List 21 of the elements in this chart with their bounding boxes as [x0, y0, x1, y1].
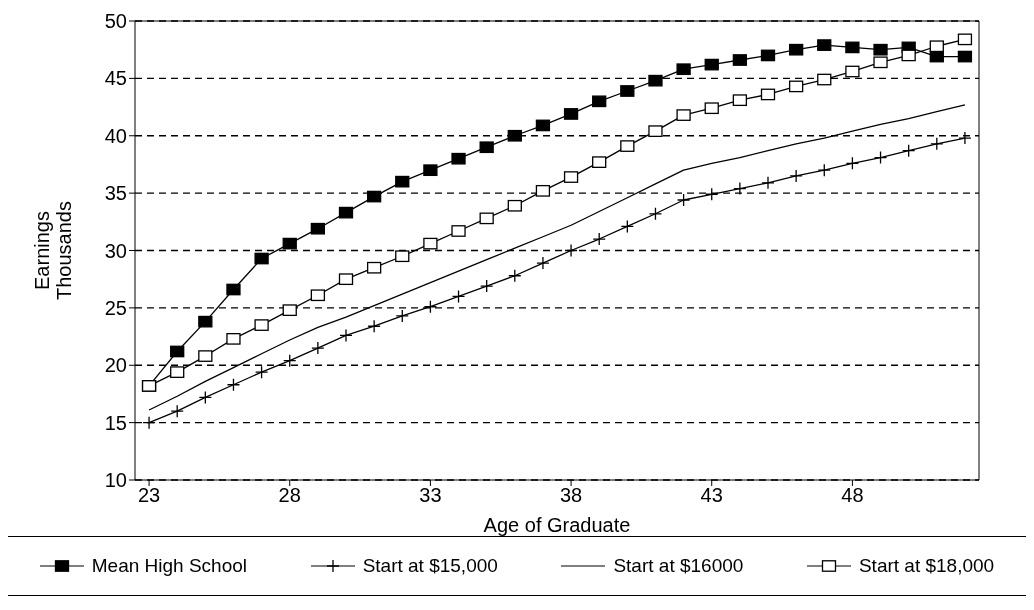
- y-tick-label: 45: [104, 67, 127, 90]
- x-tick-label: 23: [137, 484, 161, 507]
- y-tick-label: 35: [104, 182, 127, 205]
- legend-label: Start at $15,000: [362, 555, 498, 577]
- y-tick-label: 25: [104, 296, 127, 319]
- y-tick-label: 40: [104, 124, 127, 147]
- x-tick-label: 43: [700, 484, 723, 507]
- legend-label: Start at $18,000: [858, 555, 995, 577]
- x-axis-title: Age of Graduate: [483, 514, 631, 536]
- y-tick-label: 30: [104, 239, 127, 262]
- y-tick-label: 50: [104, 10, 127, 33]
- y-axis-title: Earnings Thousands: [31, 201, 75, 300]
- y-tick-label: 20: [104, 354, 127, 377]
- y-tick-label: 10: [104, 469, 127, 492]
- legend-label: Start at $16000: [613, 555, 744, 577]
- x-tick-label: 48: [841, 484, 864, 507]
- x-tick-label: 38: [559, 484, 583, 507]
- y-tick-label: 15: [104, 411, 127, 434]
- x-tick-label: 33: [419, 484, 442, 507]
- legend-label: Mean High School: [91, 555, 248, 577]
- x-tick-label: 28: [278, 484, 301, 507]
